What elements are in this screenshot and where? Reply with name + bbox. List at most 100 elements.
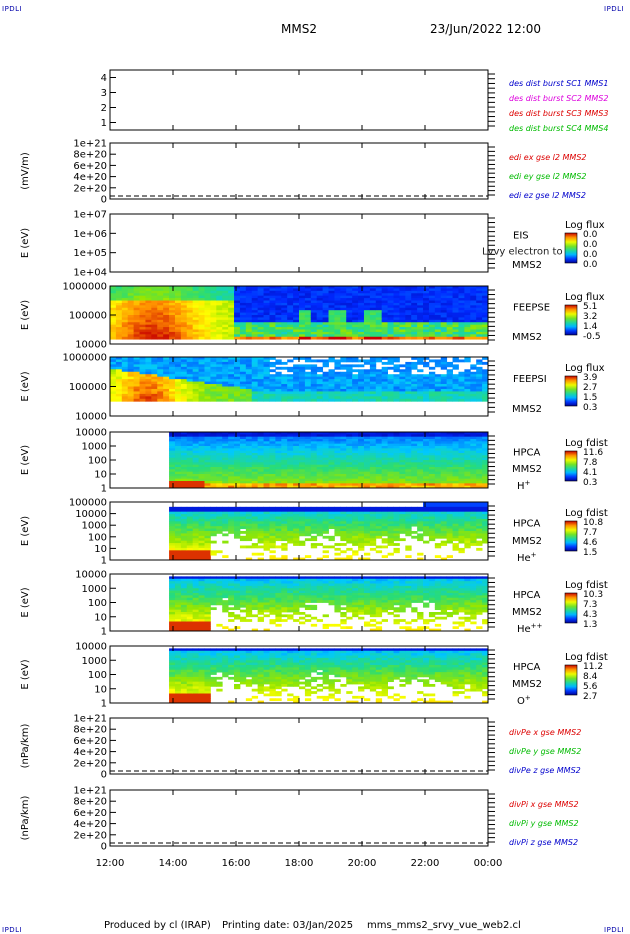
spectrogram-cell xyxy=(180,290,188,294)
spectrogram-cell xyxy=(186,361,194,365)
spectrogram-cell xyxy=(169,469,176,473)
spectrogram-cell xyxy=(239,376,247,380)
spectrogram-cell xyxy=(245,511,253,515)
spectrogram-cell xyxy=(257,376,264,380)
spectrogram-cell xyxy=(174,312,182,316)
spectrogram-cell xyxy=(446,485,453,489)
spectrogram-cell xyxy=(287,521,294,525)
spectrogram-cell xyxy=(399,310,406,313)
spectrogram-cell xyxy=(464,543,471,546)
spectrogram-cell xyxy=(269,526,276,529)
spectrogram-cell xyxy=(352,552,359,556)
spectrogram-cell xyxy=(216,506,223,510)
spectrogram-cell xyxy=(358,376,365,380)
spectrogram-cell xyxy=(375,436,383,440)
spectrogram-cell xyxy=(216,521,223,525)
spectrogram-cell xyxy=(275,386,282,390)
spectrogram-cell xyxy=(358,307,365,311)
spectrogram-cell xyxy=(346,317,353,321)
spectrogram-cell xyxy=(269,509,276,513)
spectrogram-cell xyxy=(186,481,194,484)
spectrogram-cell xyxy=(275,361,282,365)
spectrogram-cell xyxy=(127,369,135,373)
spectrogram-cell xyxy=(363,374,371,378)
spectrogram-cell xyxy=(257,364,264,368)
spectrogram-cell xyxy=(446,310,453,313)
spectrogram-cell xyxy=(275,511,282,515)
spectrogram-cell xyxy=(287,324,294,328)
spectrogram-cell xyxy=(417,439,424,442)
spectrogram-cell xyxy=(287,329,294,333)
spectrogram-cell xyxy=(299,388,306,392)
spectrogram-cell xyxy=(352,381,359,385)
spectrogram-cell xyxy=(263,547,270,551)
spectrogram-cell xyxy=(399,516,406,520)
spectrogram-cell xyxy=(174,324,182,328)
spectrogram-cell xyxy=(281,455,288,459)
spectrogram-cell xyxy=(228,315,235,318)
spectrogram-cell xyxy=(222,310,229,313)
spectrogram-cell xyxy=(446,439,453,442)
spectrogram-cell xyxy=(239,467,247,470)
spectrogram-cell xyxy=(210,364,217,368)
spectrogram-cell xyxy=(222,329,229,333)
spectrogram-cell xyxy=(393,434,400,438)
y-tick-label: 10 xyxy=(94,470,107,481)
spectrogram-cell xyxy=(269,436,276,440)
spectrogram-cell xyxy=(328,509,335,513)
spectrogram-cell xyxy=(411,476,418,480)
spectrogram-cell xyxy=(222,533,229,537)
spectrogram-cell xyxy=(263,374,270,378)
spectrogram-cell xyxy=(234,302,241,306)
spectrogram-cell xyxy=(275,483,282,487)
spectrogram-cell xyxy=(251,518,259,522)
spectrogram-cell xyxy=(180,361,188,365)
spectrogram-cell xyxy=(263,379,270,382)
spectrogram-cell xyxy=(352,543,359,546)
spectrogram-cell xyxy=(340,398,347,402)
spectrogram-cell xyxy=(121,386,129,390)
spectrogram-cell xyxy=(428,448,436,452)
spectrogram-cell xyxy=(228,471,235,475)
spectrogram-cell xyxy=(434,485,442,489)
spectrogram-cell xyxy=(358,464,365,468)
spectrogram-cell xyxy=(110,336,117,340)
spectrogram-cell xyxy=(369,538,377,542)
spectrogram-cell xyxy=(204,516,211,520)
spectrogram-cell xyxy=(387,331,394,335)
spectrogram-cell xyxy=(417,557,424,561)
spectrogram-cell xyxy=(210,506,217,510)
spectrogram-cell xyxy=(174,398,182,402)
spectrogram-cell xyxy=(133,359,140,363)
spectrogram-cell xyxy=(423,528,430,532)
spectrogram-cell xyxy=(145,305,152,309)
spectrogram-cell xyxy=(204,506,211,510)
spectrogram-cell xyxy=(346,307,353,311)
spectrogram-cell xyxy=(310,319,318,323)
spectrogram-cell xyxy=(423,469,430,473)
spectrogram-cell xyxy=(222,443,229,447)
spectrogram-cell xyxy=(423,516,430,520)
spectrogram-cell xyxy=(458,319,465,323)
spectrogram-cell xyxy=(399,315,406,318)
spectrogram-cell xyxy=(316,319,324,323)
spectrogram-cell xyxy=(186,528,194,532)
spectrogram-cell xyxy=(334,391,341,395)
spectrogram-cell xyxy=(476,443,483,447)
spectrogram-cell xyxy=(234,364,241,368)
spectrogram-cell xyxy=(228,460,235,463)
spectrogram-cell xyxy=(245,521,253,525)
spectrogram-cell xyxy=(340,531,347,534)
spectrogram-cell xyxy=(180,359,188,363)
spectrogram-cell xyxy=(210,307,217,311)
spectrogram-cell xyxy=(151,312,158,316)
spectrogram-cell xyxy=(275,329,282,333)
spectrogram-cell xyxy=(239,471,247,475)
spectrogram-cell xyxy=(139,376,146,380)
spectrogram-cell xyxy=(115,374,123,378)
spectrogram-cell xyxy=(204,324,211,328)
spectrogram-cell xyxy=(299,290,306,294)
spectrogram-cell xyxy=(293,336,300,340)
spectrogram-cell xyxy=(186,521,194,525)
spectrogram-cell xyxy=(245,361,253,365)
